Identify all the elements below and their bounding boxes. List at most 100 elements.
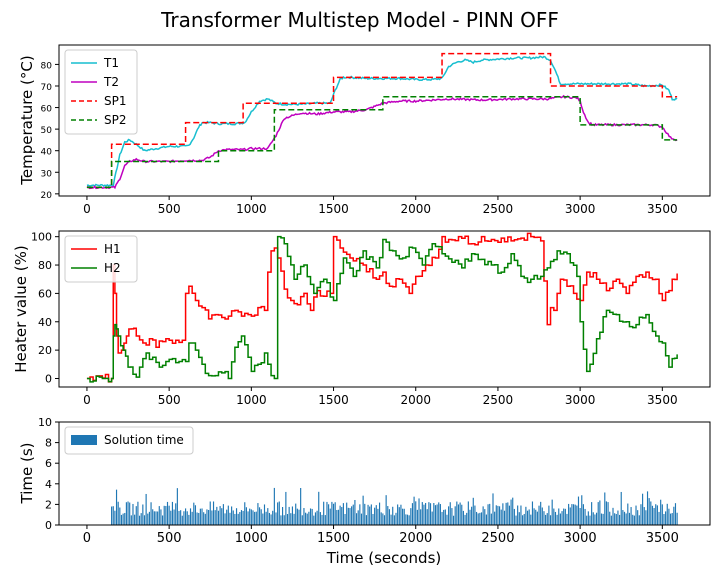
series-line-t1: [86, 55, 678, 188]
solution-time-bar: [282, 507, 284, 525]
solution-time-bar: [138, 515, 141, 525]
solution-time-bar: [114, 510, 116, 525]
solution-time-bar: [328, 504, 330, 525]
solution-time-panel: 0 500 1000 1500 2000 2500 3000 3500 0 2 4 6 8 10 Tim…: [18, 416, 711, 567]
y-tick-label: 20: [38, 344, 52, 357]
solution-time-bar: [497, 505, 499, 525]
solution-time-bar: [587, 511, 589, 525]
solution-time-bar: [643, 507, 645, 525]
y-tick-label: 100: [31, 231, 52, 244]
solution-time-bar: [408, 515, 410, 525]
solution-time-bar: [663, 514, 665, 525]
legend-entry-t1: T1: [103, 56, 119, 70]
solution-time-bar: [620, 491, 622, 525]
solution-time-bar: [638, 515, 640, 525]
y-tick-label: 40: [41, 148, 53, 158]
solution-time-bar: [543, 511, 545, 525]
solution-time-bar: [600, 513, 603, 525]
solution-time-bar: [359, 504, 361, 525]
solution-time-bar: [459, 502, 461, 525]
solution-time-bar: [477, 513, 479, 525]
solution-time-bar: [490, 513, 492, 525]
x-tick-label: 3000: [565, 202, 596, 216]
solution-time-bar: [418, 498, 420, 525]
solution-time-bar: [387, 506, 389, 525]
solution-time-bar: [591, 502, 593, 525]
solution-time-bar: [380, 512, 382, 525]
solution-time-bar: [411, 503, 414, 525]
solution-time-bar: [674, 503, 677, 525]
solution-time-bar: [536, 511, 538, 525]
solution-time-bar: [658, 511, 660, 525]
solution-time-bar: [326, 501, 328, 525]
figure-title: Transformer Multistep Model - PINN OFF: [160, 8, 559, 32]
solution-time-bar: [637, 510, 639, 525]
solution-time-bar: [134, 514, 136, 525]
solution-time-bar: [615, 514, 617, 525]
solution-time-bar: [579, 508, 581, 525]
solution-time-bar: [267, 508, 269, 525]
solution-time-bar: [342, 503, 344, 525]
solution-time-bar: [194, 505, 197, 525]
solution-time-bar: [211, 510, 213, 525]
solution-time-bar: [656, 505, 658, 525]
solution-time-bar: [451, 508, 453, 525]
solution-time-bar: [135, 506, 137, 525]
solution-time-bar: [554, 511, 557, 525]
solution-time-bar: [609, 511, 611, 525]
solution-time-bar: [181, 515, 183, 525]
solution-time-bar: [378, 502, 381, 525]
solution-time-bar: [533, 508, 535, 525]
solution-time-bar: [421, 502, 423, 525]
x-axis-label: Time (seconds): [326, 549, 442, 567]
solution-time-bar: [364, 503, 366, 525]
solution-time-bar: [485, 514, 487, 525]
solution-time-bar: [143, 515, 146, 525]
solution-time-bar: [140, 513, 142, 525]
solution-time-bar: [206, 509, 208, 525]
solution-time-bar: [226, 509, 228, 525]
solution-time-bar: [242, 510, 244, 525]
solution-time-bar: [549, 515, 552, 525]
solution-time-bar: [318, 491, 320, 525]
legend-entry-t2: T2: [103, 75, 119, 89]
solution-time-bar: [540, 501, 542, 525]
temperature-x-ticks: 0 500 1000 1500 2000 2500 3000 3500: [83, 196, 678, 216]
solution-time-bar: [431, 511, 433, 525]
solution-time-bar: [395, 512, 397, 525]
solution-time-bar: [625, 513, 627, 525]
solution-time-bar: [614, 513, 616, 525]
solution-time-bar: [273, 487, 275, 525]
x-tick-label: 1500: [317, 531, 350, 546]
solution-time-bar: [525, 506, 527, 525]
solution-time-bar: [270, 514, 272, 525]
solution-time-bar: [157, 511, 159, 525]
y-tick-label: 0: [45, 372, 52, 385]
solution-time-bar: [669, 513, 672, 525]
solution-time-bar: [479, 512, 481, 525]
solution-time-bar: [676, 512, 678, 525]
solution-time-bar: [268, 512, 270, 525]
solution-time-bar: [398, 507, 400, 525]
solution-time-bar: [257, 503, 259, 525]
y-tick-label: 8: [45, 437, 52, 450]
solution-time-bar: [610, 515, 612, 525]
solution-time-bar: [612, 507, 614, 525]
solution-time-bar: [244, 502, 246, 525]
solution-time-plot-area: [111, 487, 678, 525]
solution-time-bar: [487, 504, 489, 525]
solution-time-bar: [147, 513, 149, 525]
solution-time-bar: [472, 497, 474, 525]
solution-time-bar: [512, 497, 514, 525]
solution-time-bar: [352, 504, 354, 525]
solution-time-bar: [551, 499, 553, 525]
solution-time-bar: [245, 507, 247, 525]
solution-time-y-axis-label: Time (s): [18, 443, 36, 505]
x-tick-label: 2500: [481, 531, 514, 546]
solution-time-bar: [357, 510, 359, 525]
series-line-sp1: [86, 52, 678, 189]
x-tick-label: 0: [83, 531, 91, 546]
solution-time-bar: [495, 505, 497, 525]
solution-time-bar: [221, 508, 223, 525]
x-tick-label: 3500: [647, 393, 678, 407]
